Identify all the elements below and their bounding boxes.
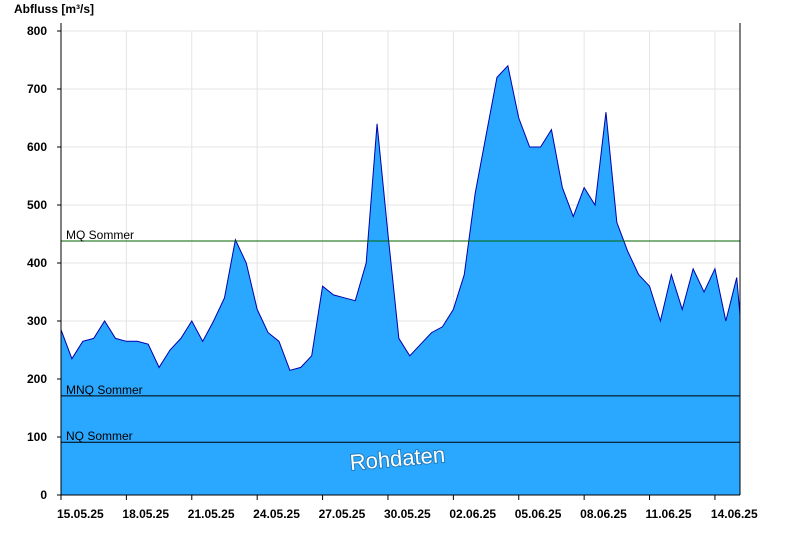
reference-label: NQ Sommer — [66, 429, 133, 443]
y-tick-label: 200 — [27, 372, 47, 386]
y-tick-label: 700 — [27, 82, 47, 96]
area-line — [60, 64, 741, 371]
watermark: Rohdaten — [349, 442, 446, 475]
y-tick-label: 300 — [27, 314, 47, 328]
x-tick-label: 02.06.25 — [449, 507, 496, 521]
x-tick-label: 24.05.25 — [253, 507, 300, 521]
x-tick-label: 18.05.25 — [122, 507, 169, 521]
x-tick-label: 14.06.25 — [711, 507, 758, 521]
y-tick-label: 800 — [27, 24, 47, 38]
y-tick-label: 500 — [27, 198, 47, 212]
x-tick-label: 05.06.25 — [515, 507, 562, 521]
x-tick-label: 21.05.25 — [188, 507, 235, 521]
chart-title: Abfluss [m³/s] — [14, 2, 94, 16]
x-tick-label: 30.05.25 — [384, 507, 431, 521]
y-tick-label: 600 — [27, 140, 47, 154]
reference-label: MNQ Sommer — [66, 383, 143, 397]
y-tick-label: 400 — [27, 256, 47, 270]
x-tick-label: 08.06.25 — [580, 507, 627, 521]
area — [61, 65, 740, 496]
y-tick-label: 0 — [40, 488, 47, 502]
reference-label: MQ Sommer — [66, 228, 134, 242]
x-tick-label: 27.05.25 — [319, 507, 366, 521]
y-tick-label: 100 — [27, 430, 47, 444]
x-tick-label: 15.05.25 — [57, 507, 104, 521]
x-tick-label: 11.06.25 — [646, 507, 692, 521]
